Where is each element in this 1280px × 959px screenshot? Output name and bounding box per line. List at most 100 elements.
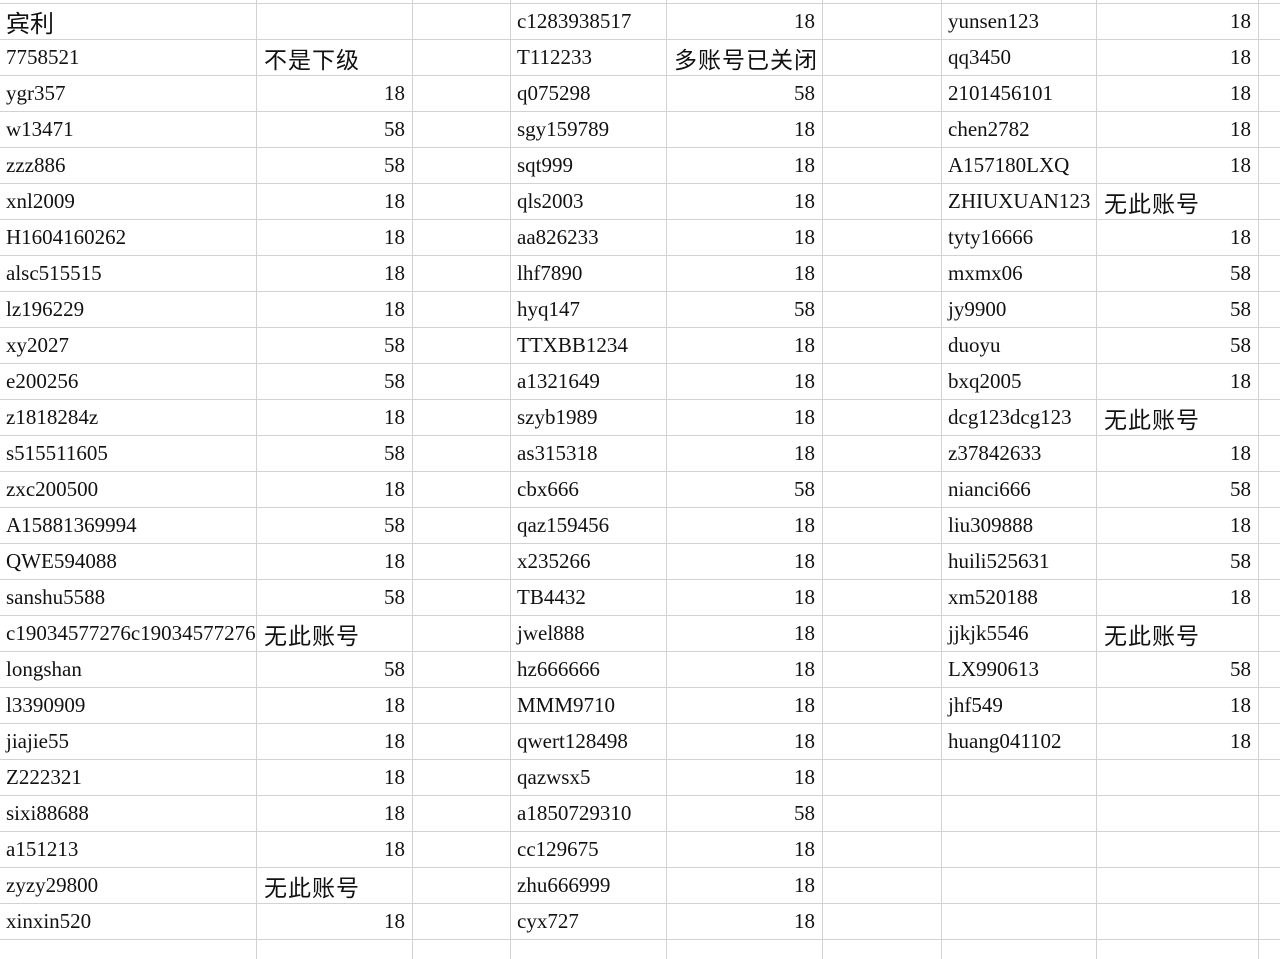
amount-cell[interactable]: 18 (257, 472, 413, 508)
amount-cell[interactable]: 18 (257, 292, 413, 328)
spacer-cell[interactable] (823, 904, 942, 940)
account-cell[interactable]: sqt999 (511, 148, 667, 184)
account-cell[interactable]: ZHIUXUAN123 (942, 184, 1097, 220)
amount-cell[interactable]: 58 (667, 76, 823, 112)
account-cell[interactable]: cyx727 (511, 904, 667, 940)
account-cell[interactable]: A15881369994 (0, 508, 257, 544)
spacer-cell[interactable] (823, 472, 942, 508)
amount-cell[interactable]: 18 (257, 724, 413, 760)
amount-cell[interactable]: 58 (1097, 292, 1259, 328)
account-cell[interactable]: 7758521 (0, 40, 257, 76)
account-cell[interactable]: c19034577276c19034577276 (0, 616, 257, 652)
spacer-cell[interactable] (823, 652, 942, 688)
amount-cell[interactable]: 18 (257, 76, 413, 112)
amount-cell[interactable]: 18 (257, 184, 413, 220)
amount-cell[interactable]: 18 (667, 760, 823, 796)
amount-cell[interactable]: 58 (257, 328, 413, 364)
account-cell[interactable]: aa826233 (511, 220, 667, 256)
amount-cell[interactable]: 18 (257, 760, 413, 796)
account-cell[interactable]: nianci666 (942, 472, 1097, 508)
spacer-cell[interactable] (823, 832, 942, 868)
amount-cell[interactable]: 18 (667, 544, 823, 580)
account-cell[interactable]: tyty16666 (942, 220, 1097, 256)
status-cell[interactable]: 不是下级 (257, 40, 413, 76)
spacer-cell[interactable] (823, 364, 942, 400)
account-cell[interactable]: cc129675 (511, 832, 667, 868)
spacer-cell[interactable] (823, 724, 942, 760)
amount-cell[interactable]: 58 (1097, 544, 1259, 580)
spacer-cell[interactable] (823, 292, 942, 328)
amount-cell[interactable]: 18 (667, 616, 823, 652)
amount-cell[interactable]: 18 (667, 904, 823, 940)
spacer-cell[interactable] (823, 616, 942, 652)
account-cell[interactable]: hyq147 (511, 292, 667, 328)
amount-cell[interactable]: 18 (1097, 688, 1259, 724)
amount-cell[interactable]: 18 (1097, 76, 1259, 112)
account-cell[interactable]: LX990613 (942, 652, 1097, 688)
account-cell[interactable]: cbx666 (511, 472, 667, 508)
amount-cell[interactable]: 18 (667, 688, 823, 724)
amount-cell[interactable]: 58 (1097, 328, 1259, 364)
account-cell[interactable]: 2101456101 (942, 76, 1097, 112)
spacer-cell[interactable] (823, 436, 942, 472)
spacer-cell[interactable] (413, 580, 511, 616)
empty-cell[interactable] (1097, 832, 1259, 868)
amount-cell[interactable]: 58 (1097, 256, 1259, 292)
amount-cell[interactable]: 58 (667, 472, 823, 508)
spacer-cell[interactable] (413, 436, 511, 472)
spacer-cell[interactable] (413, 652, 511, 688)
spacer-cell[interactable] (823, 184, 942, 220)
amount-cell[interactable]: 18 (257, 832, 413, 868)
amount-cell[interactable]: 18 (1097, 148, 1259, 184)
spacer-cell[interactable] (413, 616, 511, 652)
account-cell[interactable]: duoyu (942, 328, 1097, 364)
spacer-cell[interactable] (413, 76, 511, 112)
amount-cell[interactable]: 18 (1097, 4, 1259, 40)
empty-cell[interactable] (942, 760, 1097, 796)
amount-cell[interactable]: 18 (667, 112, 823, 148)
amount-cell[interactable]: 58 (257, 148, 413, 184)
empty-cell[interactable] (1097, 904, 1259, 940)
spacer-cell[interactable] (823, 688, 942, 724)
amount-cell[interactable]: 18 (667, 580, 823, 616)
account-cell[interactable]: bxq2005 (942, 364, 1097, 400)
amount-cell[interactable]: 18 (1097, 112, 1259, 148)
account-cell[interactable]: jhf549 (942, 688, 1097, 724)
account-cell[interactable]: mxmx06 (942, 256, 1097, 292)
empty-cell[interactable] (1097, 796, 1259, 832)
account-cell[interactable]: l3390909 (0, 688, 257, 724)
account-cell[interactable]: zxc200500 (0, 472, 257, 508)
account-cell[interactable]: jwel888 (511, 616, 667, 652)
account-cell[interactable]: ygr357 (0, 76, 257, 112)
amount-cell[interactable]: 18 (667, 652, 823, 688)
account-cell[interactable]: a1321649 (511, 364, 667, 400)
amount-cell[interactable]: 18 (257, 220, 413, 256)
account-cell[interactable]: qaz159456 (511, 508, 667, 544)
account-cell[interactable]: zzz886 (0, 148, 257, 184)
account-cell[interactable]: chen2782 (942, 112, 1097, 148)
account-cell[interactable]: lhf7890 (511, 256, 667, 292)
amount-cell[interactable]: 58 (257, 436, 413, 472)
spacer-cell[interactable] (823, 4, 942, 40)
spacer-cell[interactable] (413, 184, 511, 220)
status-cell[interactable]: 无此账号 (1097, 616, 1259, 652)
status-cell[interactable]: 多账号已关闭 (667, 40, 823, 76)
amount-cell[interactable]: 58 (257, 580, 413, 616)
spacer-cell[interactable] (823, 544, 942, 580)
account-cell[interactable]: jiajie55 (0, 724, 257, 760)
spacer-cell[interactable] (413, 832, 511, 868)
spacer-cell[interactable] (823, 796, 942, 832)
spacer-cell[interactable] (823, 76, 942, 112)
spacer-cell[interactable] (413, 688, 511, 724)
amount-cell[interactable]: 18 (667, 724, 823, 760)
empty-cell[interactable] (942, 832, 1097, 868)
spacer-cell[interactable] (823, 508, 942, 544)
account-cell[interactable]: zhu666999 (511, 868, 667, 904)
account-cell[interactable]: huang041102 (942, 724, 1097, 760)
amount-cell[interactable]: 18 (257, 544, 413, 580)
account-cell[interactable]: sgy159789 (511, 112, 667, 148)
spacer-cell[interactable] (413, 796, 511, 832)
spacer-cell[interactable] (413, 400, 511, 436)
empty-cell[interactable] (1097, 760, 1259, 796)
account-cell[interactable]: a1850729310 (511, 796, 667, 832)
